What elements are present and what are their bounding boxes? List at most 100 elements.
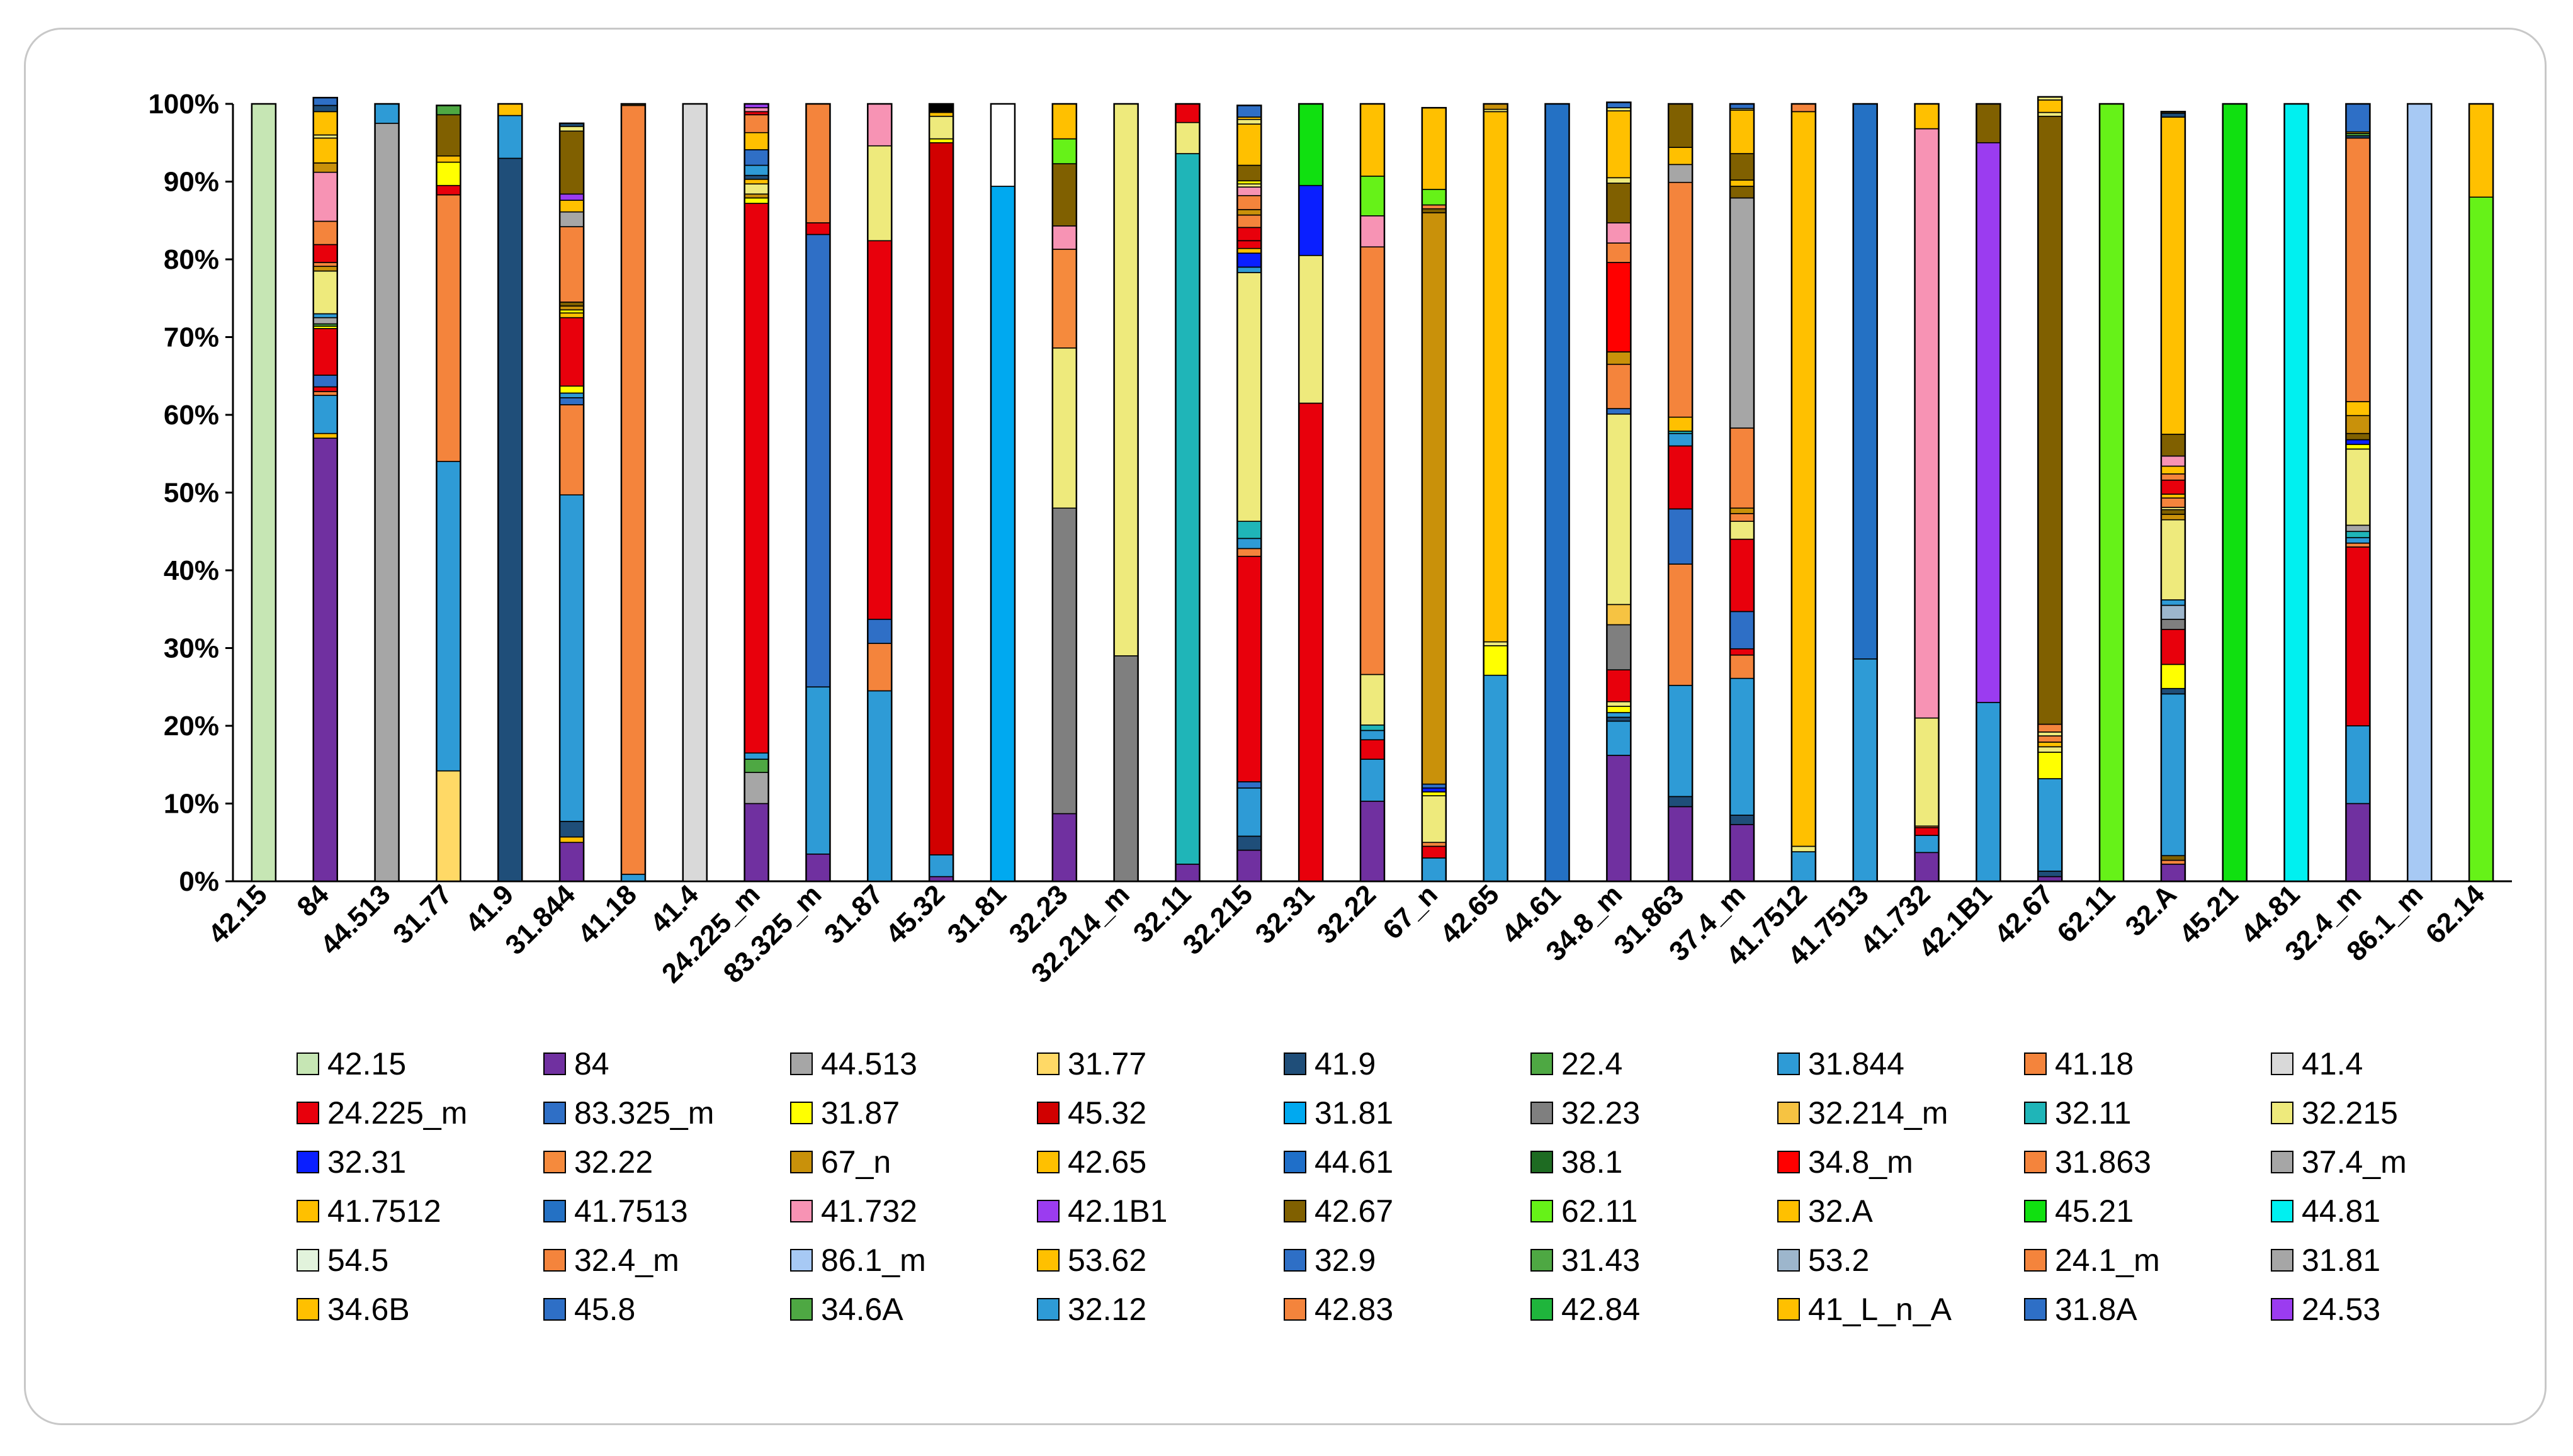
bar-segment xyxy=(2099,103,2124,882)
bar-outline xyxy=(2037,96,2063,883)
x-tick-label: 42.65 xyxy=(1434,879,1505,950)
bar-segment xyxy=(374,103,400,124)
y-tick-label: 80% xyxy=(164,244,219,275)
bar-segment xyxy=(1729,153,1755,181)
bar-segment xyxy=(2037,731,2063,736)
bar-outline xyxy=(1852,103,1878,883)
legend-swatch xyxy=(297,1249,319,1272)
bar-outline xyxy=(1113,103,1139,883)
bar-segment xyxy=(1668,796,1693,808)
bar-segment xyxy=(1729,824,1755,882)
bar-segment xyxy=(559,404,584,496)
bar-segment xyxy=(1236,272,1262,522)
bar-segment xyxy=(2345,448,2371,526)
bar-outline xyxy=(1606,101,1632,883)
legend-label: 31.863 xyxy=(2055,1144,2151,1180)
bar-segment xyxy=(559,836,584,844)
bar-segment xyxy=(1236,247,1262,254)
bar-segment xyxy=(1914,128,1940,719)
bar-segment xyxy=(1113,103,1139,657)
bar-segment xyxy=(312,104,338,113)
bar-segment xyxy=(1606,624,1632,670)
y-tick-label: 100% xyxy=(148,89,219,120)
legend-label: 32.A xyxy=(1808,1194,1874,1229)
legend-label: 83.325_m xyxy=(574,1095,714,1131)
y-tick-label: 70% xyxy=(164,322,219,353)
bar-segment xyxy=(312,111,338,136)
bar-segment xyxy=(2161,599,2186,606)
bar-outline xyxy=(990,103,1016,883)
bar-segment xyxy=(312,97,338,106)
y-tick-label: 60% xyxy=(164,400,219,431)
bar-segment xyxy=(312,375,338,388)
bar-segment xyxy=(744,197,769,204)
bar-segment xyxy=(1236,123,1262,166)
bar-segment xyxy=(1976,702,2001,882)
bar-segment xyxy=(559,193,584,201)
x-tick-label: 32.22 xyxy=(1311,879,1383,950)
bar-segment xyxy=(1668,416,1693,432)
bar-segment xyxy=(1729,110,1755,154)
bar-outline xyxy=(744,103,769,883)
legend-label: 41.7513 xyxy=(574,1194,688,1229)
bar-segment xyxy=(867,145,893,242)
legend-label: 45.32 xyxy=(1068,1095,1146,1131)
bar-segment xyxy=(1236,227,1262,242)
legend-label: 34.6B xyxy=(327,1292,410,1327)
x-tick-label: 45.32 xyxy=(880,879,951,950)
bar-segment xyxy=(2161,519,2186,601)
legend-label: 24.53 xyxy=(2302,1292,2380,1327)
bar-segment xyxy=(929,854,954,878)
bar-segment xyxy=(2161,113,2186,118)
x-tick-label: 45.21 xyxy=(2173,879,2244,950)
bar-segment xyxy=(2161,434,2186,457)
bar-segment xyxy=(2037,723,2063,733)
bar-segment xyxy=(2345,444,2371,450)
y-tick-label: 40% xyxy=(164,555,219,586)
legend-label: 41_L_n_A xyxy=(1808,1292,1952,1327)
bar-segment xyxy=(2345,524,2371,533)
bar-segment xyxy=(1606,716,1632,722)
legend-swatch xyxy=(1530,1052,1553,1075)
bar-segment xyxy=(559,302,584,307)
legend-label: 31.43 xyxy=(1561,1243,1640,1278)
legend-label: 32.4_m xyxy=(574,1243,679,1278)
bar-segment xyxy=(1236,266,1262,273)
bar-segment xyxy=(2283,103,2309,882)
bar-segment xyxy=(1236,195,1262,210)
legend-swatch xyxy=(1284,1249,1306,1272)
legend-swatch xyxy=(297,1102,319,1124)
y-tick-label: 30% xyxy=(164,633,219,664)
x-tick-label: 62.11 xyxy=(2051,879,2121,949)
bar-segment xyxy=(805,234,831,688)
bar-segment xyxy=(2345,537,2371,544)
bar-segment xyxy=(1606,706,1632,713)
bar-segment xyxy=(2345,546,2371,726)
bar-segment xyxy=(2345,531,2371,538)
bar-segment xyxy=(559,312,584,319)
legend-label: 45.21 xyxy=(2055,1194,2134,1229)
bar-segment xyxy=(559,200,584,213)
bar-segment xyxy=(2037,752,2063,779)
bar-segment xyxy=(1422,189,1447,206)
bar-segment xyxy=(1236,252,1262,268)
bar-segment xyxy=(312,171,338,222)
bar-segment xyxy=(1236,521,1262,539)
bar-segment xyxy=(1422,845,1447,859)
bar-segment xyxy=(312,437,338,882)
legend-label: 32.215 xyxy=(2302,1095,2398,1131)
legend-swatch xyxy=(543,1052,566,1075)
bar-segment xyxy=(867,619,893,644)
legend-swatch xyxy=(297,1200,319,1222)
bar-segment xyxy=(1606,413,1632,606)
bar-segment xyxy=(312,386,338,392)
legend-swatch xyxy=(2271,1200,2293,1222)
bar-segment xyxy=(2161,473,2186,481)
bar-outline xyxy=(1667,103,1694,883)
bar-segment xyxy=(2161,479,2186,495)
bar-segment xyxy=(621,104,646,875)
bar-segment xyxy=(1360,215,1385,248)
bar-segment xyxy=(867,690,893,882)
bar-segment xyxy=(744,149,769,166)
x-tick-label: 67_n xyxy=(1377,879,1444,945)
